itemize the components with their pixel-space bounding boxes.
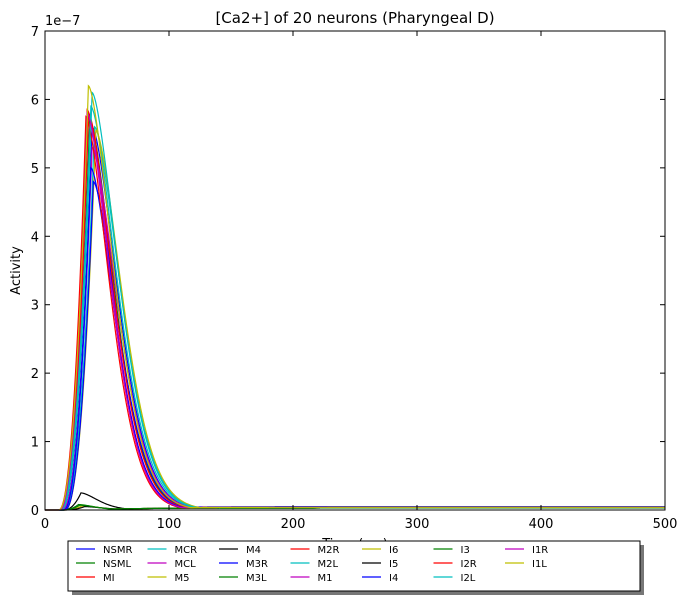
legend-label-m3l: M3L <box>246 573 267 584</box>
legend-label-i1r: I1R <box>532 545 548 556</box>
legend-items: NSMR NSML MI MCR MCL M5 M4 M3R M3L M2R M2L M1 I6 I5 I4… <box>76 545 548 584</box>
y-tick-label: 6 <box>31 93 39 108</box>
legend-label-i4: I4 <box>389 573 398 584</box>
legend-label-i3: I3 <box>461 545 470 556</box>
x-tick-label: 200 <box>281 517 306 532</box>
y-tick-label: 1 <box>31 436 39 451</box>
series-line-i1r <box>45 111 665 511</box>
legend-label-i5: I5 <box>389 559 398 570</box>
y-tick-label: 2 <box>31 367 39 382</box>
series-line-i1l <box>45 84 665 511</box>
y-axis-label: Activity <box>9 246 24 295</box>
x-tick-label: 300 <box>405 517 430 532</box>
series-line-i3 <box>45 504 665 511</box>
series-layer <box>45 84 665 511</box>
series-line-m3r <box>45 180 665 511</box>
legend-label-m1: M1 <box>318 573 333 584</box>
y-scale-label: 1e−7 <box>45 14 80 29</box>
y-tick-label: 3 <box>31 299 39 314</box>
legend-label-i2l: I2L <box>461 573 476 584</box>
y-tick-label: 5 <box>31 162 39 177</box>
plot-frame <box>44 30 666 511</box>
y-tick-label: 4 <box>31 230 39 245</box>
ticks-layer: 0 100 200 300 400 500 0 1 2 3 4 5 6 7 <box>31 25 678 532</box>
x-tick-label: 400 <box>529 517 554 532</box>
legend-label-m5: M5 <box>175 573 190 584</box>
chart-title: [Ca2+] of 20 neurons (Pharyngeal D) <box>215 9 494 27</box>
legend-label-m2l: M2L <box>318 559 339 570</box>
legend-label-mi: MI <box>103 573 115 584</box>
legend: NSMR NSML MI MCR MCL M5 M4 M3R M3L M2R M2L M1 I6 I5 I4… <box>67 540 644 595</box>
y-tick-label: 7 <box>31 25 39 40</box>
legend-label-m3r: M3R <box>246 559 268 570</box>
legend-label-nsmr: NSMR <box>103 545 132 556</box>
legend-label-i2r: I2R <box>461 559 477 570</box>
legend-label-m4: M4 <box>246 545 261 556</box>
y-tick-label: 0 <box>31 504 39 519</box>
x-tick-label: 0 <box>41 517 49 532</box>
legend-label-mcr: MCR <box>175 545 198 556</box>
x-tick-label: 500 <box>653 517 678 532</box>
x-tick-label: 100 <box>157 517 182 532</box>
series-line-nsmr <box>45 125 665 511</box>
legend-label-mcl: MCL <box>175 559 197 570</box>
series-line-mcr <box>45 125 665 511</box>
series-line-i4 <box>45 166 665 511</box>
legend-label-nsml: NSML <box>103 559 131 570</box>
legend-label-m2r: M2R <box>318 545 340 556</box>
legend-label-i6: I6 <box>389 545 398 556</box>
legend-label-i1l: I1L <box>532 559 547 570</box>
